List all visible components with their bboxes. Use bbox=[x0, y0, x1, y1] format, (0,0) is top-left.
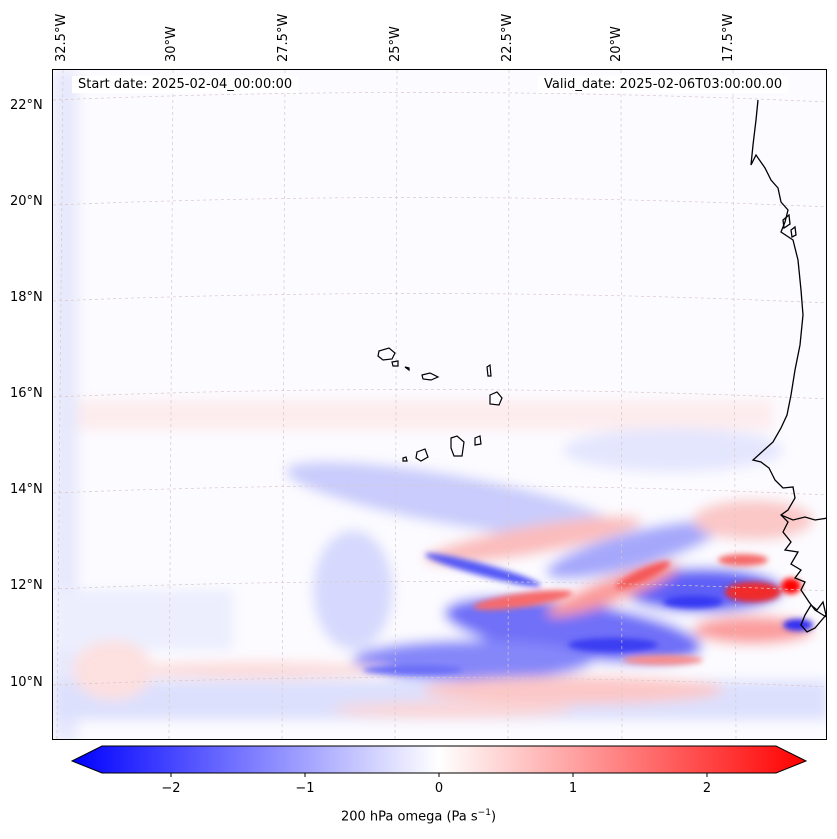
omega-field-detail bbox=[363, 553, 813, 675]
gridlines bbox=[53, 70, 826, 739]
longitude-label: 17.5°W bbox=[721, 13, 736, 62]
colorbar-gradient bbox=[70, 745, 808, 774]
latitude-label: 18°N bbox=[10, 290, 43, 305]
colorbar-tick-label: 2 bbox=[702, 781, 712, 796]
colorbar-ticks bbox=[170, 773, 708, 777]
omega-map bbox=[52, 69, 827, 740]
omega-field-svg bbox=[53, 70, 826, 739]
longitude-label: 27.5°W bbox=[276, 13, 291, 62]
colorbar-tick-label: 0 bbox=[434, 781, 444, 796]
valid-date-label: Valid_date: 2025-02-06T03:00:00.00 bbox=[538, 76, 789, 93]
colorbar-tick-label: −2 bbox=[161, 781, 181, 796]
omega-field bbox=[53, 70, 826, 739]
colorbar-tick-label: 1 bbox=[568, 781, 578, 796]
longitude-label: 20°W bbox=[609, 26, 624, 62]
colorbar-label: 200 hPa omega (Pa s−1) bbox=[340, 808, 497, 825]
latitude-label: 12°N bbox=[10, 578, 43, 593]
coastline bbox=[750, 99, 826, 633]
latitude-label: 14°N bbox=[10, 482, 43, 497]
colorbar-tick-label: −1 bbox=[295, 781, 315, 796]
latitude-label: 20°N bbox=[10, 194, 43, 209]
latitude-label: 16°N bbox=[10, 386, 43, 401]
start-date-label: Start date: 2025-02-04_00:00:00 bbox=[72, 76, 299, 93]
longitude-label: 25°W bbox=[388, 26, 403, 62]
longitude-label: 30°W bbox=[164, 26, 179, 62]
longitude-label: 22.5°W bbox=[500, 13, 515, 62]
cape-verde-islands bbox=[377, 347, 503, 462]
colorbar bbox=[70, 745, 808, 777]
latitude-label: 10°N bbox=[10, 675, 43, 690]
longitude-label: 32.5°W bbox=[54, 13, 69, 62]
latitude-label: 22°N bbox=[10, 98, 43, 113]
